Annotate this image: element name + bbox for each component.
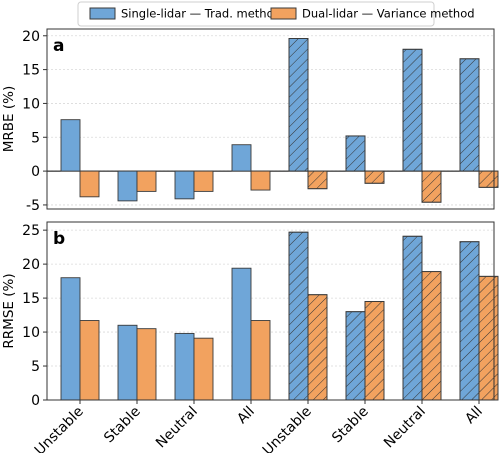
- bar-dual-unstable: [79, 320, 100, 401]
- panel-a-yticks: -5 0 5 10 15 20: [22, 29, 47, 214]
- bar-hatch-single-stable: [345, 311, 366, 401]
- bar-dual-neutral: [193, 170, 214, 192]
- y-tick-label: 10: [22, 325, 40, 341]
- panel-b-yticks: 0 5 10 15 20 25: [22, 223, 47, 409]
- y-tick-label: 10: [22, 96, 40, 112]
- x-tick-label-all: All: [234, 404, 258, 428]
- legend-swatch-dual: [270, 7, 297, 20]
- y-tick-label: 0: [31, 393, 40, 409]
- bar-hatch-dual-all: [478, 275, 499, 401]
- y-tick-label: 25: [22, 223, 40, 239]
- bar-single-neutral: [174, 170, 195, 200]
- y-tick-label: -5: [26, 198, 40, 214]
- panel-b: 0 5 10 15 20 25 b RRMSE (%): [1, 221, 499, 409]
- bar-hatch-dual-all: [478, 170, 499, 188]
- x-tick-label-stable: Stable: [329, 404, 372, 447]
- panel-a: -5 0 5 10 15 20 a MRBE (%): [1, 28, 499, 214]
- bar-hatch-single-stable: [345, 135, 366, 172]
- bar-single-stable: [117, 324, 138, 401]
- bar-hatch-dual-unstable: [307, 294, 328, 401]
- panel-b-bars: [60, 231, 499, 401]
- bar-single-unstable: [60, 119, 81, 172]
- bar-hatch-single-unstable: [288, 231, 309, 401]
- x-tick-label-neutral: Neutral: [153, 404, 201, 452]
- bar-hatch-dual-stable: [364, 301, 385, 401]
- x-tick-label-stable: Stable: [101, 404, 144, 447]
- legend-frame: [77, 1, 435, 27]
- bar-hatch-single-neutral: [402, 48, 423, 172]
- legend-swatch-single: [89, 7, 116, 20]
- y-tick-label: 20: [22, 29, 40, 45]
- bar-dual-all: [250, 170, 271, 191]
- bar-hatch-dual-neutral: [421, 170, 442, 203]
- panel-a-label: a: [53, 36, 64, 56]
- bar-hatch-dual-neutral: [421, 271, 442, 401]
- x-tick-labels: Unstable Stable Neutral All Unstable Stable Ne…: [32, 400, 486, 453]
- bar-single-all: [231, 144, 252, 172]
- bar-hatch-single-all: [459, 58, 480, 172]
- bar-dual-stable: [136, 170, 157, 192]
- legend: Single-lidar — Trad. method Dual-lidar —…: [77, 1, 475, 27]
- y-tick-label: 5: [31, 359, 40, 375]
- bar-hatch-dual-unstable: [307, 170, 328, 190]
- panel-a-bars: [60, 38, 499, 203]
- x-tick-label-neutral: Neutral: [381, 404, 429, 452]
- bar-hatch-dual-stable: [364, 170, 385, 184]
- bar-dual-stable: [136, 328, 157, 401]
- bar-single-neutral: [174, 332, 195, 401]
- bar-dual-unstable: [79, 170, 100, 198]
- panel-a-ylabel: MRBE (%): [1, 86, 17, 152]
- bar-single-unstable: [60, 277, 81, 401]
- legend-label-dual: Dual-lidar — Variance method: [302, 7, 475, 21]
- bar-dual-all: [250, 320, 271, 401]
- y-tick-label: 5: [31, 130, 40, 146]
- y-tick-label: 15: [22, 63, 40, 79]
- x-tick-label-all: All: [462, 404, 486, 428]
- bar-single-stable: [117, 170, 138, 202]
- x-tick-label-unstable: Unstable: [32, 404, 87, 453]
- panel-b-ylabel: RRMSE (%): [1, 273, 17, 348]
- panel-b-label: b: [53, 229, 65, 249]
- y-tick-label: 0: [31, 164, 40, 180]
- bar-dual-neutral: [193, 337, 214, 401]
- panel-b-frame: [46, 221, 495, 401]
- bar-single-all: [231, 267, 252, 401]
- panel-a-frame: [46, 28, 495, 210]
- y-tick-label: 20: [22, 257, 40, 273]
- bar-hatch-single-unstable: [288, 38, 309, 172]
- x-tick-label-unstable: Unstable: [260, 404, 315, 453]
- bar-hatch-single-all: [459, 241, 480, 401]
- legend-label-single: Single-lidar — Trad. method: [121, 7, 281, 21]
- bar-hatch-single-neutral: [402, 235, 423, 401]
- y-tick-label: 15: [22, 291, 40, 307]
